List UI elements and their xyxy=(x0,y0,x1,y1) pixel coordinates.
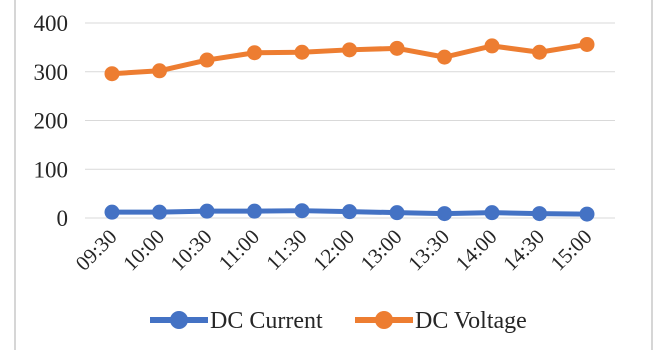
legend: DC Current DC Voltage xyxy=(150,308,527,334)
dc-voltage-point xyxy=(199,52,215,68)
dc-current-point xyxy=(152,204,167,220)
dc-current-point xyxy=(579,206,595,222)
dc-voltage-point xyxy=(532,44,547,60)
dc-current-point xyxy=(104,204,120,220)
x-tick-label: 11:30 xyxy=(261,225,311,275)
dc-voltage-point xyxy=(437,49,452,65)
y-tick-label: 300 xyxy=(34,60,69,85)
dc-current-point xyxy=(532,206,547,222)
dc-current-point xyxy=(484,205,500,221)
x-tick-label: 09:30 xyxy=(71,225,122,276)
x-tick-label: 10:00 xyxy=(118,225,169,276)
y-tick-label: 0 xyxy=(57,206,69,231)
y-tick-label: 400 xyxy=(34,11,69,36)
x-tick-label: 14:30 xyxy=(498,225,549,276)
dc-voltage-point xyxy=(104,66,120,82)
dc-voltage-point xyxy=(152,63,167,79)
dc-current-point xyxy=(437,206,452,222)
dc-current-point xyxy=(342,204,357,220)
dc-voltage-point xyxy=(389,40,405,56)
dc-current-point xyxy=(294,203,310,219)
x-tick-label: 14:00 xyxy=(451,225,502,276)
dc-voltage-point xyxy=(342,42,357,58)
dc-current-point xyxy=(247,203,262,219)
dc-current-legend-label: DC Current xyxy=(210,308,323,334)
dc-voltage-legend-label: DC Voltage xyxy=(415,308,527,334)
dc-voltage-point xyxy=(294,44,310,60)
y-tick-label: 200 xyxy=(34,109,69,134)
y-tick-label: 100 xyxy=(34,157,69,182)
dc-voltage-point xyxy=(579,36,595,52)
dc-voltage-legend-marker xyxy=(375,311,393,329)
x-tick-label: 15:00 xyxy=(546,225,597,276)
x-axis-ticks: 09:3010:0010:3011:0011:3012:0013:0013:30… xyxy=(71,225,597,276)
x-tick-label: 13:00 xyxy=(356,225,407,276)
x-tick-label: 13:30 xyxy=(403,225,454,276)
dc-voltage-point xyxy=(247,45,262,61)
dc-current-legend-marker xyxy=(170,311,188,329)
dc-current-point xyxy=(389,205,405,221)
dc-current-point xyxy=(199,203,215,219)
series-layer xyxy=(104,36,595,222)
y-axis-ticks: 0 100 200 300 400 xyxy=(34,11,69,231)
dc-voltage-point xyxy=(484,38,500,54)
x-tick-label: 11:00 xyxy=(214,225,264,275)
x-tick-label: 12:00 xyxy=(308,225,359,276)
x-tick-label: 10:30 xyxy=(166,225,217,276)
